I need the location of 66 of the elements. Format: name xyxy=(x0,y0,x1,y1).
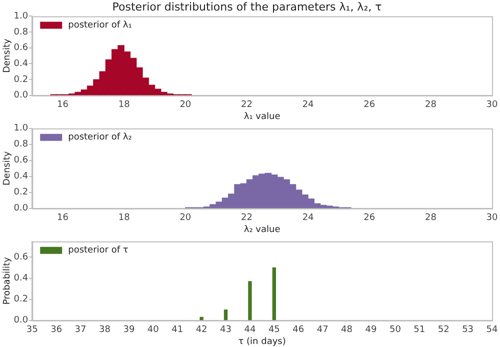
x-tick-label: 49 xyxy=(365,325,377,336)
x-tick-label: 20 xyxy=(180,100,192,110)
y-tick-label: 0.6 xyxy=(14,43,28,54)
y-tick-label: 0.8 xyxy=(14,27,28,38)
x-tick-label: 20 xyxy=(180,213,192,224)
x-tick-label: 45 xyxy=(268,325,280,336)
bar xyxy=(272,267,276,320)
x-axis-title: λ₂ value xyxy=(244,224,281,235)
y-tick-label: 0.0 xyxy=(14,204,28,214)
x-tick-label: 26 xyxy=(364,213,376,224)
legend-label: posterior of λ₁ xyxy=(68,20,132,31)
x-tick-label: 44 xyxy=(244,325,256,336)
legend-label: posterior of λ₂ xyxy=(68,132,132,143)
y-tick-label: 0.0 xyxy=(14,316,28,326)
y-tick-label: 0.2 xyxy=(14,294,28,305)
x-axis-title: τ (in days) xyxy=(238,336,286,347)
legend-label: posterior of τ xyxy=(68,246,128,256)
bar xyxy=(224,310,228,320)
x-tick-label: 51 xyxy=(414,325,426,336)
x-tick-label: 46 xyxy=(292,325,304,336)
y-tick-label: 0.4 xyxy=(14,172,28,182)
y-tick-label: 0.6 xyxy=(14,156,28,166)
bar xyxy=(200,316,204,320)
x-tick-label: 53 xyxy=(462,325,474,336)
y-tick-label: 0.4 xyxy=(14,59,28,70)
x-tick-label: 36 xyxy=(50,325,62,336)
x-tick-label: 54 xyxy=(486,325,498,336)
x-tick-label: 22 xyxy=(241,100,252,110)
x-tick-label: 52 xyxy=(438,325,450,336)
y-tick-label: 0.8 xyxy=(14,140,28,150)
y-tick-label: 1.0 xyxy=(14,12,28,22)
x-tick-label: 30 xyxy=(486,213,498,224)
x-tick-label: 22 xyxy=(241,213,252,224)
x-tick-label: 37 xyxy=(74,325,86,336)
y-axis-title: Density xyxy=(2,150,13,186)
y-tick-label: 0.2 xyxy=(14,188,28,198)
x-tick-label: 38 xyxy=(99,325,111,336)
y-axis-title: Probability xyxy=(2,256,13,305)
y-tick-label: 0.0 xyxy=(14,90,28,101)
x-tick-label: 30 xyxy=(486,100,498,110)
y-tick-label: 1.0 xyxy=(14,124,28,134)
x-axis-title: λ₁ value xyxy=(244,112,281,122)
x-tick-label: 28 xyxy=(424,213,437,224)
x-tick-label: 50 xyxy=(389,325,402,336)
x-tick-label: 48 xyxy=(341,325,353,336)
x-tick-label: 41 xyxy=(172,325,184,336)
y-tick-label: 0.4 xyxy=(14,274,28,284)
x-tick-label: 40 xyxy=(147,325,160,336)
x-tick-label: 28 xyxy=(424,100,437,110)
x-tick-label: 18 xyxy=(118,213,130,224)
x-tick-label: 16 xyxy=(57,213,69,224)
x-tick-label: 47 xyxy=(316,325,328,336)
bar xyxy=(248,281,252,320)
x-tick-label: 24 xyxy=(302,213,314,224)
x-tick-label: 42 xyxy=(196,325,208,336)
y-axis-title: Density xyxy=(2,38,13,73)
x-tick-label: 18 xyxy=(118,100,130,110)
x-tick-label: 35 xyxy=(26,325,38,336)
chart-title: Posterior distributions of the parameters λ₁, λ₂, τ xyxy=(112,0,382,14)
x-tick-label: 16 xyxy=(57,100,69,110)
x-tick-label: 39 xyxy=(123,325,135,336)
x-tick-label: 26 xyxy=(364,100,376,110)
y-tick-label: 0.2 xyxy=(14,74,28,85)
y-tick-label: 0.6 xyxy=(14,252,28,263)
x-tick-label: 24 xyxy=(302,100,314,110)
x-tick-label: 43 xyxy=(220,325,232,336)
